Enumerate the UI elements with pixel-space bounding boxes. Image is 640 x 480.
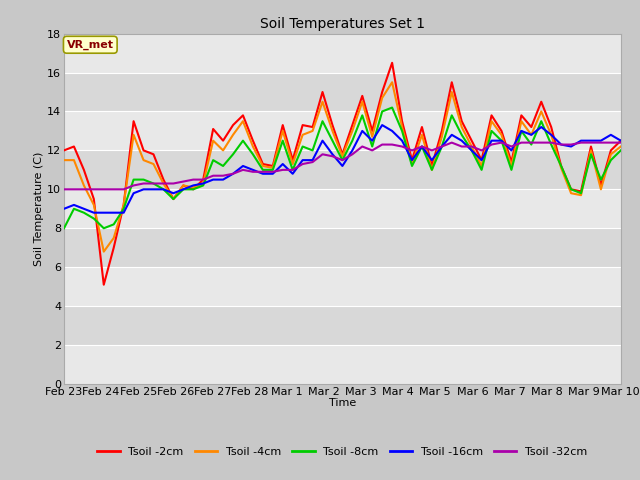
Bar xyxy=(64,345,621,384)
Bar xyxy=(64,189,621,228)
Bar xyxy=(64,34,621,72)
Y-axis label: Soil Temperature (C): Soil Temperature (C) xyxy=(35,152,44,266)
Bar xyxy=(64,306,621,345)
Bar xyxy=(64,72,621,111)
Text: VR_met: VR_met xyxy=(67,40,114,50)
Bar xyxy=(64,267,621,306)
Bar xyxy=(64,150,621,189)
Title: Soil Temperatures Set 1: Soil Temperatures Set 1 xyxy=(260,17,425,31)
X-axis label: Time: Time xyxy=(329,398,356,408)
Legend: Tsoil -2cm, Tsoil -4cm, Tsoil -8cm, Tsoil -16cm, Tsoil -32cm: Tsoil -2cm, Tsoil -4cm, Tsoil -8cm, Tsoi… xyxy=(93,442,592,461)
Bar xyxy=(64,228,621,267)
Bar xyxy=(64,111,621,150)
